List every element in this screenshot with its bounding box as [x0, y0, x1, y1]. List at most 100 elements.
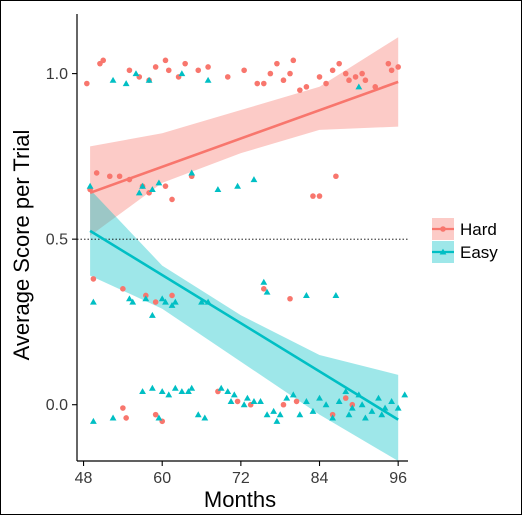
legend-marker-hard	[440, 226, 446, 232]
data-point-easy	[375, 394, 382, 401]
data-point-easy	[329, 414, 337, 421]
data-point-hard	[182, 60, 188, 67]
data-point-hard	[336, 60, 342, 67]
data-point-hard	[224, 74, 231, 80]
data-point-easy	[378, 411, 386, 418]
data-point-hard	[395, 64, 401, 70]
y-tick-label: 0.0	[46, 397, 68, 414]
data-point-hard	[195, 67, 202, 74]
data-point-hard	[267, 70, 274, 77]
legend-item-easy: Easy	[432, 241, 498, 263]
data-point-hard	[165, 67, 172, 74]
data-point-hard	[342, 395, 349, 401]
confidence-bands	[90, 37, 399, 461]
legend-label-hard: Hard	[460, 220, 497, 239]
data-point-easy	[162, 298, 169, 305]
data-point-easy	[122, 80, 130, 87]
data-point-easy	[139, 182, 146, 189]
data-point-easy	[289, 391, 297, 398]
data-point-hard	[162, 183, 169, 189]
legend-label-easy: Easy	[460, 243, 498, 262]
y-axis-ticks: 0.0 0.5 1.0	[46, 66, 77, 414]
data-point-hard	[274, 60, 280, 67]
data-point-easy	[171, 384, 179, 391]
data-point-hard	[84, 80, 90, 87]
data-point-easy	[86, 182, 94, 189]
data-point-easy	[332, 292, 340, 298]
data-point-hard	[329, 67, 336, 74]
data-point-hard	[310, 193, 316, 199]
data-point-easy	[204, 76, 212, 83]
data-point-hard	[123, 415, 129, 421]
data-point-hard	[261, 286, 267, 292]
data-point-hard	[106, 173, 113, 180]
data-point-hard	[241, 67, 247, 74]
data-point-hard	[362, 77, 369, 84]
data-point-hard	[261, 80, 267, 87]
data-point-hard	[287, 70, 293, 77]
data-point-easy	[188, 384, 196, 391]
data-point-easy	[230, 391, 238, 398]
data-point-easy	[401, 391, 409, 398]
x-tick-label: 60	[153, 470, 171, 487]
data-point-easy	[201, 414, 209, 421]
data-point-easy	[126, 295, 133, 302]
data-point-easy	[342, 388, 350, 395]
data-point-easy	[260, 278, 268, 285]
y-tick-label: 0.5	[46, 232, 68, 249]
data-point-hard	[162, 57, 169, 64]
x-axis-title: Months	[204, 487, 276, 512]
data-point-hard	[152, 299, 159, 305]
y-tick-label: 1.0	[46, 66, 68, 83]
data-point-easy	[276, 411, 284, 418]
y-axis-title: Average Score per Trial	[9, 130, 34, 361]
data-point-easy	[368, 407, 376, 414]
data-point-easy	[148, 384, 156, 391]
data-point-hard	[152, 64, 159, 70]
fit-line-easy	[89, 229, 399, 421]
data-point-easy	[303, 398, 310, 404]
data-point-easy	[194, 411, 202, 418]
data-point-easy	[165, 391, 173, 398]
data-point-hard	[152, 411, 159, 418]
fit-line-hard	[89, 80, 399, 195]
data-point-easy	[394, 404, 402, 411]
data-point-easy	[185, 388, 192, 395]
data-point-easy	[322, 401, 330, 408]
data-point-easy	[132, 70, 140, 77]
data-point-hard	[342, 70, 349, 77]
data-point-easy	[109, 76, 117, 83]
data-point-hard	[120, 405, 126, 411]
data-point-easy	[227, 398, 235, 404]
data-point-easy	[139, 388, 146, 395]
data-point-easy	[361, 414, 369, 421]
data-point-easy	[348, 404, 356, 411]
data-point-hard	[169, 292, 175, 299]
data-point-easy	[345, 411, 353, 418]
data-point-easy	[168, 301, 176, 308]
data-point-hard	[303, 84, 310, 90]
data-point-easy	[148, 186, 156, 193]
data-point-easy	[135, 189, 143, 196]
data-point-easy	[263, 411, 271, 418]
data-point-hard	[352, 74, 359, 80]
data-point-easy	[234, 182, 241, 189]
data-point-easy	[198, 298, 205, 305]
fit-lines	[89, 80, 399, 421]
data-point-hard	[359, 70, 365, 77]
data-point-hard	[388, 67, 395, 74]
data-point-hard	[100, 57, 107, 64]
data-point-easy	[358, 401, 366, 408]
data-point-hard	[346, 77, 352, 84]
data-point-hard	[254, 80, 261, 87]
data-point-hard	[90, 276, 97, 282]
data-point-hard	[385, 60, 392, 67]
data-point-hard	[290, 57, 297, 64]
data-point-easy	[89, 298, 97, 305]
data-point-easy	[142, 295, 150, 302]
data-point-easy	[270, 407, 278, 414]
x-tick-label: 48	[75, 470, 93, 487]
data-point-hard	[169, 196, 175, 203]
data-point-hard	[316, 193, 323, 199]
